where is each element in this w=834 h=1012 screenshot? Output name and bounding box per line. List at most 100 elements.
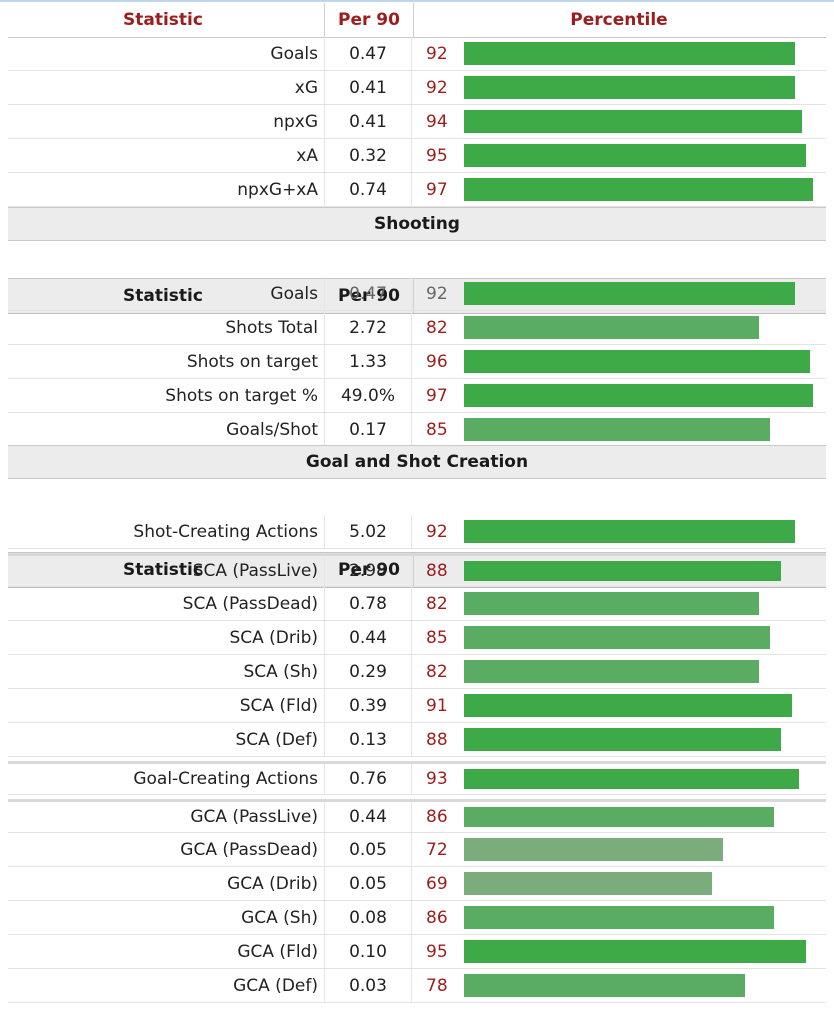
stat-label: Shots Total [225,317,318,338]
table-row: GCA (Sh) 0.08 86 [8,901,826,935]
percentile-bar [464,592,759,615]
per90-value: 0.03 [324,969,412,1002]
per90-value: 0.29 [324,655,412,688]
stat-label: Goals [270,43,318,64]
stat-label: SCA (Sh) [243,661,318,682]
percentile-bar-track [462,901,826,934]
column-header-per90: Per 90 [324,3,414,37]
percentile-bar-track [462,173,826,206]
percentile-bar-track [462,345,826,378]
table-row: Shots on target % 49.0% 97 [8,379,826,413]
percentile-bar [464,42,795,65]
percentile-bar [464,694,792,717]
stat-label: SCA (PassDead) [182,593,318,614]
column-header-percentile: Percentile [570,10,668,30]
table-row: Shot-Creating Actions 5.02 92 [8,515,826,549]
table-row: Goals 0.47 92 [8,277,826,311]
percentile-value: 85 [426,627,448,648]
percentile-bar-track [462,587,826,620]
stat-label: npxG [273,111,318,132]
percentile-value: 93 [426,769,448,789]
percentile-bar-track [462,655,826,688]
percentile-bar-track [462,802,826,832]
stat-label: GCA (Fld) [237,941,318,962]
percentile-value: 91 [426,695,448,716]
stat-label: xG [294,77,318,98]
percentile-bar [464,316,759,339]
stat-label: Goal-Creating Actions [133,769,318,789]
percentile-bar [464,520,795,543]
table-row: GCA (PassDead) 0.05 72 [8,833,826,867]
stat-label: SCA (Fld) [239,695,318,716]
per90-value: 0.13 [324,723,412,756]
per90-value: 2.72 [324,311,412,344]
table-row: xA 0.32 95 [8,139,826,173]
percentile-bar [464,350,810,373]
percentile-bar [464,769,799,789]
percentile-bar-track [462,833,826,866]
percentile-bar [464,178,813,201]
percentile-value: 92 [426,43,448,64]
percentile-value: 97 [426,385,448,406]
percentile-bar [464,282,795,305]
table-row: Goals/Shot 0.17 85 [8,413,826,447]
percentile-bar-track [462,413,826,446]
per90-value: 1.33 [324,345,412,378]
table-row: Shots on target 1.33 96 [8,345,826,379]
column-header-row-0: Statistic Per 90 Percentile [8,3,826,38]
per90-value: 2.98 [324,556,412,586]
table-row: SCA (Fld) 0.39 91 [8,689,826,723]
percentile-value: 95 [426,941,448,962]
stat-label: Shots on target [186,351,318,372]
per90-value: 0.41 [324,71,412,104]
percentile-value: 88 [426,729,448,750]
stat-label: SCA (PassLive) [192,561,318,581]
percentile-bar [464,906,774,929]
table-row: npxG 0.41 94 [8,105,826,139]
section-title-2: Goal and Shot Creation [8,445,826,479]
table-row: SCA (Sh) 0.29 82 [8,655,826,689]
per90-value: 0.74 [324,173,412,206]
stat-label: SCA (Def) [235,729,319,750]
table-row: SCA (PassLive) 2.98 88 [8,553,826,587]
percentile-value: 82 [426,317,448,338]
percentile-value: 92 [426,283,448,304]
stat-label: npxG+xA [237,179,318,200]
stat-label: GCA (PassDead) [180,839,318,860]
stat-label: xA [296,145,318,166]
percentile-value: 85 [426,419,448,440]
table-row: SCA (Drib) 0.44 85 [8,621,826,655]
stat-label: GCA (PassLive) [190,807,318,827]
percentile-bar [464,838,723,861]
percentile-value: 86 [426,907,448,928]
stat-label: GCA (Def) [233,975,318,996]
top-border [0,0,834,2]
percentile-bar-track [462,311,826,344]
stat-label: Goals [270,283,318,304]
percentile-value: 78 [426,975,448,996]
percentile-bar [464,626,770,649]
per90-value: 0.05 [324,833,412,866]
percentile-bar-track [462,969,826,1002]
percentile-bar-track [462,515,826,548]
percentile-bar [464,110,802,133]
per90-value: 0.78 [324,587,412,620]
percentile-value: 82 [426,661,448,682]
table-row: SCA (Def) 0.13 88 [8,723,826,757]
percentile-bar [464,418,770,441]
per90-value: 0.44 [324,802,412,832]
table-row: Shots Total 2.72 82 [8,311,826,345]
percentile-bar-track [462,689,826,722]
percentile-value: 97 [426,179,448,200]
per90-value: 0.76 [324,764,412,794]
per90-value: 0.47 [324,277,412,310]
per90-value: 5.02 [324,515,412,548]
section-title-1: Shooting [8,207,826,241]
per90-value: 0.08 [324,901,412,934]
table-row: GCA (Drib) 0.05 69 [8,867,826,901]
percentile-bar [464,940,806,963]
table-row: xG 0.41 92 [8,71,826,105]
per90-value: 0.32 [324,139,412,172]
percentile-bar [464,728,781,751]
